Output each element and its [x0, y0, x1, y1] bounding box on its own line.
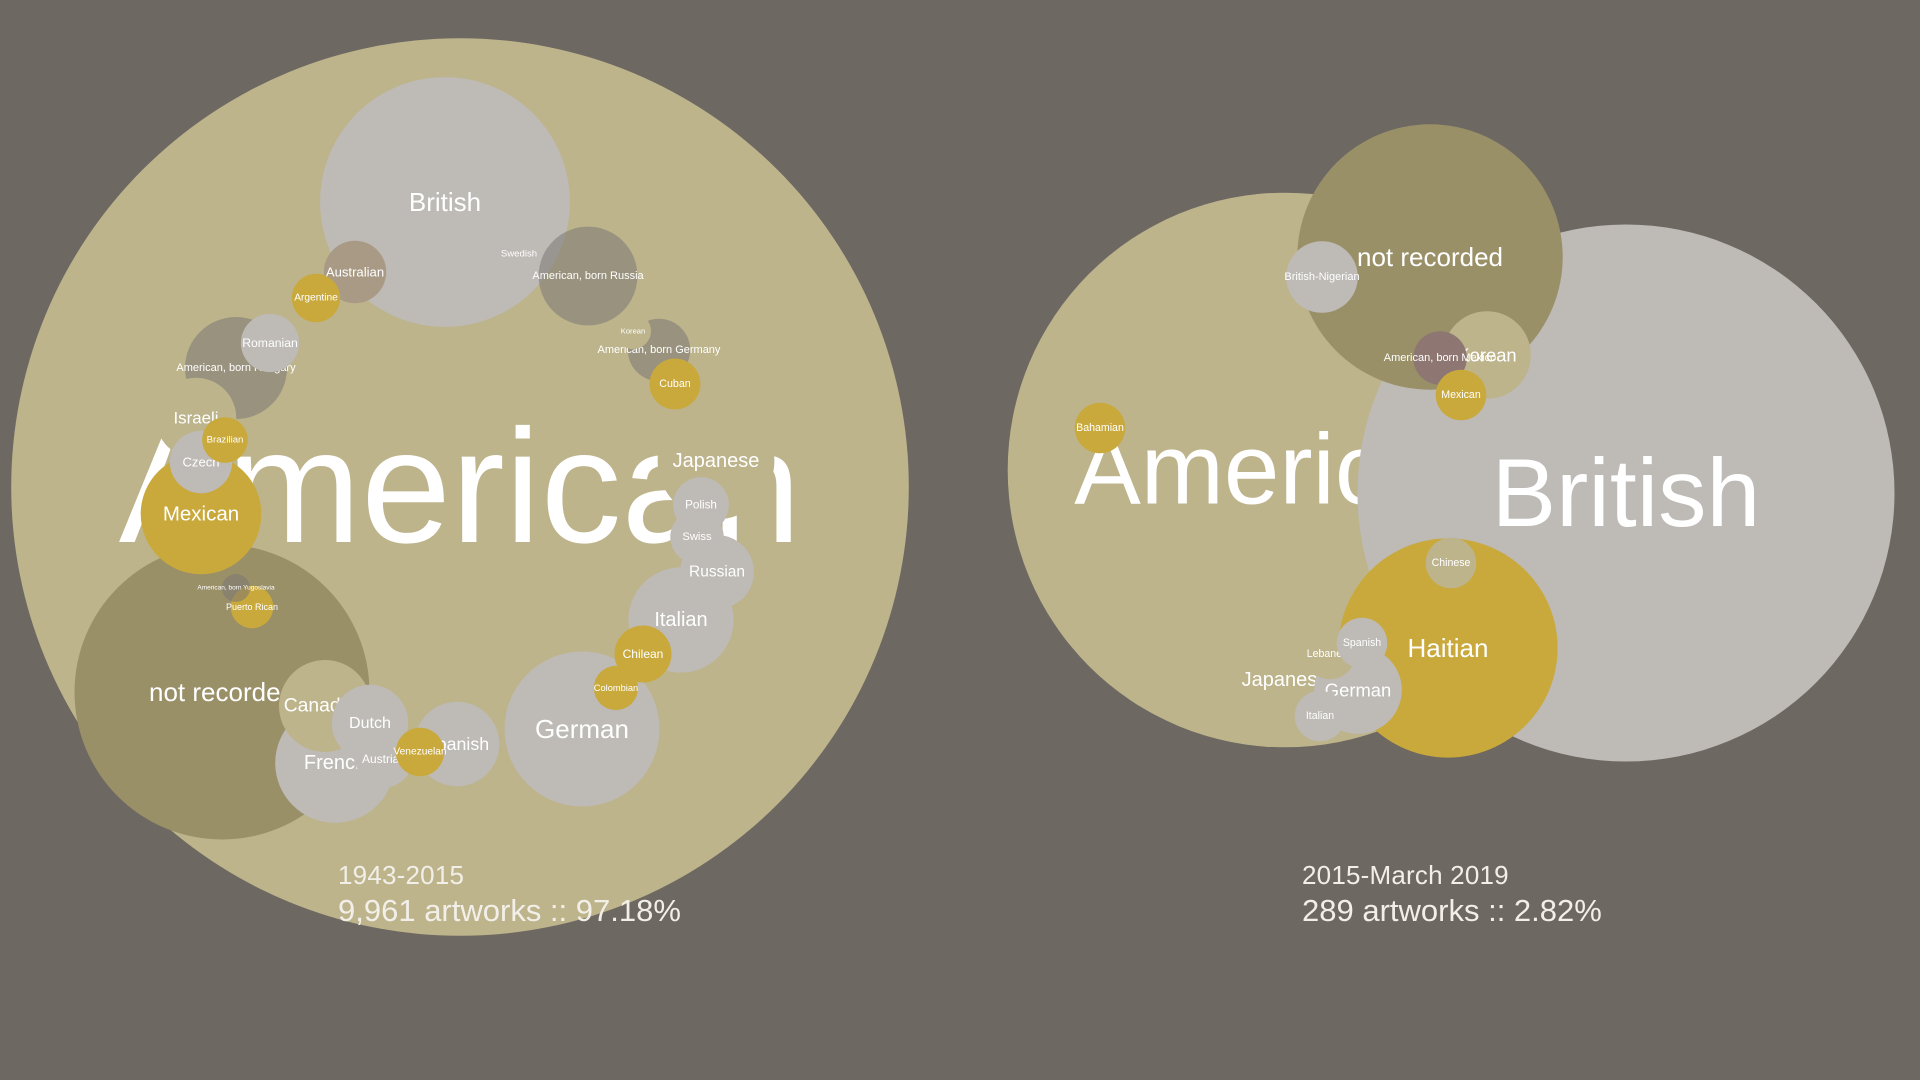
bubble-british-nigerian[interactable]: [1286, 241, 1358, 313]
bubble-label-colombian: Colombian: [594, 683, 638, 693]
bubble-label-japanese: Japanese: [1242, 669, 1329, 691]
bubble-label-italian: Italian: [654, 609, 707, 631]
bubble-swedish[interactable]: [496, 231, 542, 277]
bubble-romanian[interactable]: [240, 313, 300, 373]
bubble-cuban[interactable]: [649, 358, 701, 410]
bubble-korean[interactable]: [615, 313, 651, 349]
bubble-label-swedish: Swedish: [501, 249, 537, 260]
bubble-label-mexican: Mexican: [163, 503, 239, 526]
period-label-left: 1943-2015: [338, 860, 465, 890]
bubble-label-venezuelan: Venezuelan: [393, 747, 446, 758]
bubble-label-dutch: Dutch: [349, 714, 391, 732]
bubble-label-polish: Polish: [685, 499, 717, 512]
bubble-label-british: British: [409, 187, 481, 217]
bubble-spanish[interactable]: [1336, 617, 1388, 669]
bubble-label-korean: Korean: [621, 327, 646, 336]
bubble-label-chilean: Chilean: [623, 647, 664, 661]
bubble-chinese[interactable]: [1425, 537, 1477, 589]
bubble-label-not-recorded: not recorded: [1357, 242, 1503, 272]
bubble-label-british-nigerian: British-Nigerian: [1284, 271, 1359, 283]
bubble-label-haitian: Haitian: [1408, 633, 1489, 663]
bubble-label-austrian: Austrian: [362, 752, 406, 766]
artwork-stat-left: 9,961 artworks :: 97.18%: [338, 893, 681, 928]
bubble-label-russian: Russian: [689, 564, 745, 581]
bubble-label-french: French: [304, 752, 366, 774]
bubble-label-mexican: Mexican: [1441, 389, 1481, 401]
bubble-label-italian: Italian: [1306, 710, 1334, 722]
bubble-argentine[interactable]: [291, 273, 341, 323]
bubble-label-spanish: Spanish: [1343, 637, 1381, 649]
bubble-swiss[interactable]: [670, 510, 724, 564]
bubble-colombian[interactable]: [593, 665, 639, 711]
bubble-mexican[interactable]: [140, 453, 262, 575]
bubble-chilean[interactable]: [614, 625, 672, 683]
bubble-mexican[interactable]: [1435, 369, 1487, 421]
bubble-label-brazilian: Brazilian: [207, 435, 244, 446]
bubble-italian[interactable]: [1294, 690, 1346, 742]
bubble-label-british: British: [1492, 439, 1761, 547]
bubble-australian[interactable]: [323, 240, 387, 304]
bubble-label-american-born-germany: American, born Germany: [598, 344, 721, 356]
artwork-stat-right: 289 artworks :: 2.82%: [1302, 893, 1602, 928]
bubble-label-cuban: Cuban: [659, 378, 691, 390]
period-label-right: 2015-March 2019: [1302, 860, 1509, 890]
bubble-label-german: German: [1325, 680, 1391, 701]
bubble-label-romanian: Romanian: [242, 336, 298, 350]
bubble-label-korean: Korean: [1457, 345, 1516, 366]
bubble-brazilian[interactable]: [202, 417, 248, 463]
bubble-label-australian: Australian: [326, 265, 384, 280]
bubble-venezuelan[interactable]: [395, 727, 445, 777]
caption-right: 2015-March 2019 289 artworks :: 2.82%: [1302, 860, 1602, 929]
bubble-label-puerto-rican: Puerto Rican: [226, 602, 278, 612]
bubble-label-american-born-russia: American, born Russia: [532, 270, 644, 282]
bubble-label-chinese: Chinese: [1432, 557, 1471, 569]
bubble-label-czech: Czech: [182, 455, 219, 470]
caption-left: 1943-2015 9,961 artworks :: 97.18%: [338, 860, 681, 929]
bubble-label-bahamian: Bahamian: [1076, 422, 1124, 434]
bubble-label-argentine: Argentine: [294, 293, 338, 304]
bubble-label-not-recorded: not recorded: [149, 677, 295, 707]
bubble-label-swiss: Swiss: [682, 531, 712, 543]
bubble-label-american-born-yugoslavia: American, born Yugoslavia: [197, 585, 275, 592]
bubble-label-american-born-mexico: American, born Mexico: [1384, 352, 1497, 364]
bubble-label-israeli: Israeli: [173, 409, 218, 428]
bubble-label-german: German: [535, 714, 629, 744]
bubble-american-born-yugoslavia[interactable]: [222, 574, 250, 602]
bubble-bahamian[interactable]: [1074, 402, 1126, 454]
bubble-american-born-russia[interactable]: [538, 226, 638, 326]
bubble-label-japanese: Japanese: [673, 450, 760, 472]
